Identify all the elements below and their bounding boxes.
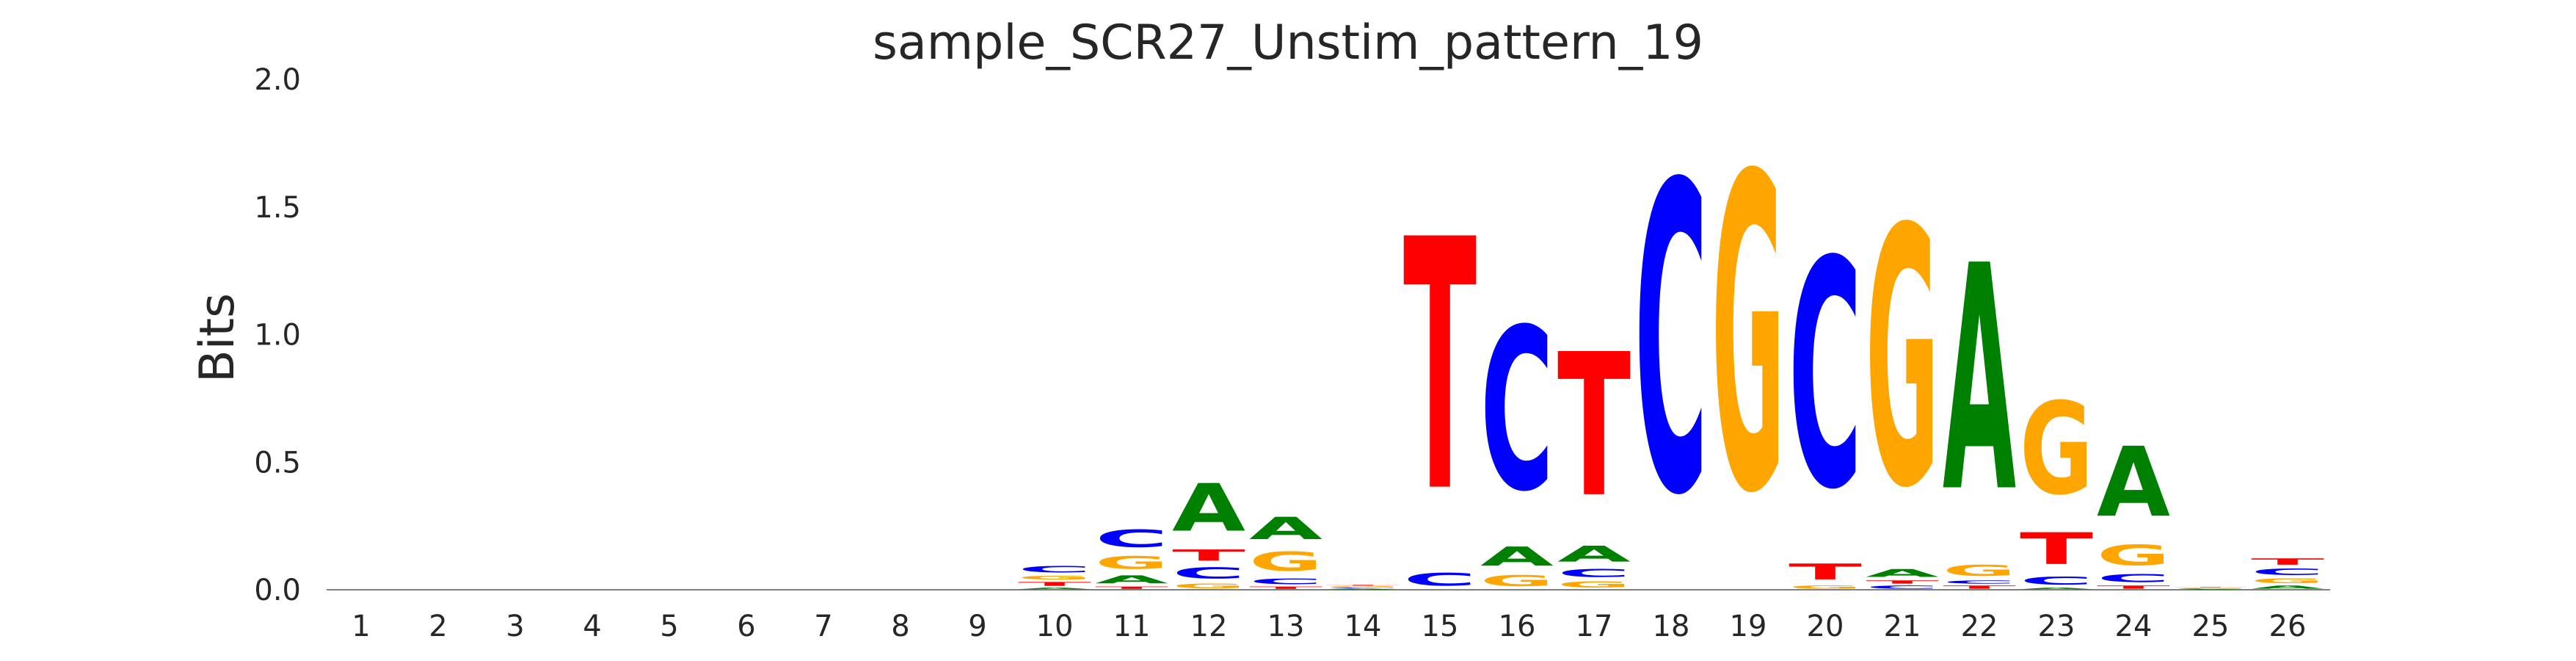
logo-letter-a: A bbox=[1866, 567, 1939, 579]
logo-letter-t: T bbox=[1018, 581, 1091, 588]
x-tick-label: 26 bbox=[2269, 610, 2307, 643]
logo-letter-t: T bbox=[2020, 524, 2093, 574]
logo-letter-a: A bbox=[1018, 588, 1091, 590]
logo-letter-a: A bbox=[1943, 199, 2017, 560]
logo-letter-t: T bbox=[1249, 586, 1322, 590]
logo-letter-c: C bbox=[2251, 567, 2324, 577]
logo-letter-a: A bbox=[2020, 588, 2093, 590]
logo-letter-c: C bbox=[1943, 579, 2016, 585]
logo-letter-c: C bbox=[1249, 577, 1322, 586]
logo-letter-a: A bbox=[1480, 541, 1554, 571]
logo-letter-g: G bbox=[2251, 577, 2324, 585]
x-tick-label: 4 bbox=[583, 610, 601, 643]
x-tick-label: 13 bbox=[1267, 610, 1305, 643]
x-tick-label: 6 bbox=[737, 610, 755, 643]
x-tick-label: 15 bbox=[1422, 610, 1459, 643]
x-tick-label: 14 bbox=[1345, 610, 1382, 643]
logo-letter-a: A bbox=[1172, 471, 1245, 547]
logo-letter-g: G bbox=[2020, 377, 2093, 524]
logo-letter-a: A bbox=[1557, 541, 1631, 567]
x-tick-label: 10 bbox=[1036, 610, 1074, 643]
logo-letter-c: C bbox=[1866, 585, 1939, 590]
x-tick-label: 19 bbox=[1730, 610, 1767, 643]
x-tick-label: 24 bbox=[2115, 610, 2153, 643]
logo-letter-t: T bbox=[1095, 586, 1168, 590]
logo-letter-g: G bbox=[1943, 562, 2016, 579]
x-tick-label: 16 bbox=[1499, 610, 1536, 643]
logo-letter-g: G bbox=[1480, 572, 1554, 590]
logo-letter-g: G bbox=[2097, 539, 2170, 572]
logo-letter-c: C bbox=[1403, 569, 1477, 590]
y-axis-ticks: 0.0 0.5 1.0 1.5 2.0 bbox=[254, 63, 301, 607]
logo-letter-c: C bbox=[1172, 564, 1245, 582]
logo-letter-t: T bbox=[2251, 557, 2324, 567]
y-axis-label: Bits bbox=[190, 293, 245, 383]
logo-letter-g: G bbox=[1249, 547, 1322, 577]
logo-letter-g: G bbox=[1172, 582, 1245, 590]
chart-title: sample_SCR27_Unstim_pattern_19 bbox=[873, 15, 1703, 71]
logo-letter-c: C bbox=[2020, 574, 2093, 587]
logo-letter-t: T bbox=[1789, 559, 1862, 585]
logo-letter-c: C bbox=[1480, 282, 1554, 541]
x-tick-label: 20 bbox=[1807, 610, 1844, 643]
logo-letter-c: C bbox=[1095, 525, 1168, 553]
x-tick-label: 17 bbox=[1576, 610, 1613, 643]
logo-letter-g: G bbox=[1789, 585, 1862, 590]
y-tick-label: 0.0 bbox=[254, 574, 301, 607]
logo-letter-c: C bbox=[1326, 588, 1400, 589]
logo-letter-g: G bbox=[1326, 586, 1400, 588]
logo-letter-g: G bbox=[1711, 87, 1785, 589]
logo-letter-c: C bbox=[1789, 195, 1862, 558]
logo-letter-g: G bbox=[1866, 153, 1939, 566]
logo-letter-t: T bbox=[1403, 167, 1477, 568]
x-tick-label: 3 bbox=[506, 610, 524, 643]
x-tick-label: 22 bbox=[1961, 610, 1998, 643]
x-tick-label: 1 bbox=[352, 610, 370, 643]
logo-letter-t: T bbox=[1866, 579, 1939, 585]
logo-letter-t: T bbox=[2097, 585, 2170, 590]
x-tick-label: 2 bbox=[429, 610, 447, 643]
x-tick-label: 7 bbox=[814, 610, 832, 643]
logo-letter-a: A bbox=[1326, 588, 1400, 590]
logo-letter-t: T bbox=[1943, 585, 2016, 590]
logo-letter-c: C bbox=[2097, 572, 2170, 585]
x-tick-label: 11 bbox=[1113, 610, 1151, 643]
logo-letter-t: T bbox=[1172, 546, 1245, 564]
logo-letter-g: G bbox=[1018, 574, 1091, 581]
logo-letter-a: A bbox=[2251, 585, 2324, 590]
logo-letter-a: A bbox=[1249, 510, 1322, 546]
logo-letter-a: A bbox=[2097, 426, 2170, 538]
logo-letter-g: G bbox=[1095, 553, 1168, 574]
x-tick-label: 23 bbox=[2038, 610, 2075, 643]
x-tick-label: 5 bbox=[660, 610, 678, 643]
x-tick-label: 18 bbox=[1653, 610, 1690, 643]
logo-letter-c: C bbox=[1634, 95, 1708, 588]
y-tick-label: 0.5 bbox=[254, 446, 301, 480]
logo-letter-t: T bbox=[1326, 585, 1400, 586]
logo-letter-c: C bbox=[1018, 564, 1091, 574]
logo-letter-c: C bbox=[2174, 588, 2247, 589]
x-tick-label: 12 bbox=[1190, 610, 1228, 643]
logo-letter-g: G bbox=[1557, 579, 1631, 590]
x-tick-label: 21 bbox=[1884, 610, 1921, 643]
logo-letter-a: A bbox=[2174, 589, 2247, 590]
logo-letter-t: T bbox=[1557, 312, 1631, 541]
x-tick-label: 9 bbox=[968, 610, 986, 643]
logo-letter-a: A bbox=[1095, 573, 1168, 585]
logo-letter-t: T bbox=[2174, 587, 2247, 588]
logo-letter-c: C bbox=[1557, 567, 1631, 579]
x-tick-label: 25 bbox=[2192, 610, 2230, 643]
y-tick-label: 1.5 bbox=[254, 191, 301, 225]
x-tick-label: 8 bbox=[891, 610, 909, 643]
y-tick-label: 2.0 bbox=[254, 63, 301, 97]
x-axis-ticks: 1 2 3 4 5 6 7 8 9 10 11 12 13 14 15 16 17 18 19 20 21 22 23 24 2… bbox=[352, 610, 2306, 643]
y-tick-label: 1.0 bbox=[254, 319, 301, 353]
